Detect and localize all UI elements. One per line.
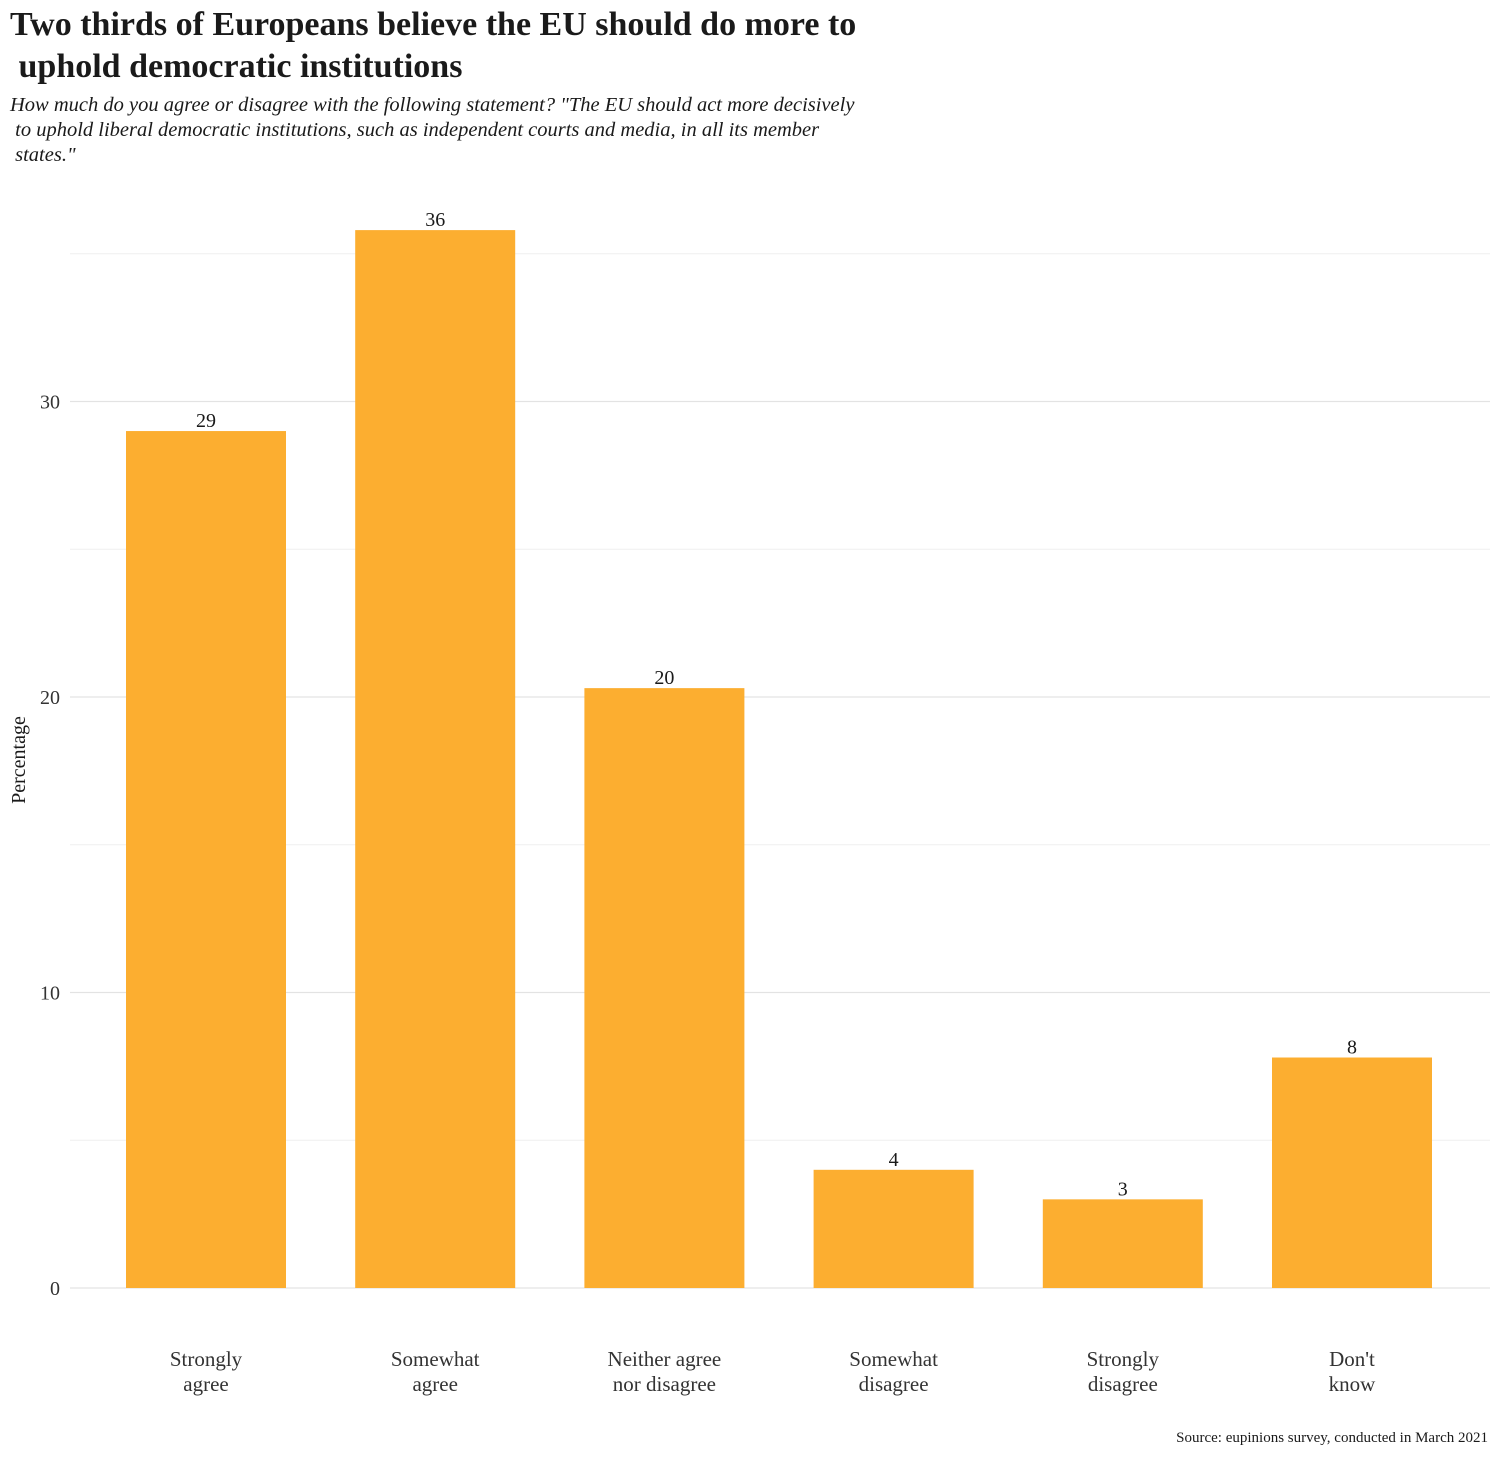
x-tick-label: disagree	[859, 1372, 929, 1396]
y-tick-label: 0	[50, 1278, 60, 1300]
x-tick-label: Don't	[1329, 1347, 1375, 1371]
data-label: 4	[889, 1149, 899, 1171]
x-tick-label: agree	[183, 1372, 228, 1396]
x-tick-label: Somewhat	[391, 1347, 480, 1371]
bar	[584, 688, 745, 1288]
x-tick-label: Strongly	[170, 1347, 243, 1371]
x-tick-label: Strongly	[1087, 1347, 1160, 1371]
bar	[1042, 1199, 1203, 1288]
x-tick-label: disagree	[1088, 1372, 1158, 1396]
bar	[355, 230, 516, 1289]
bar	[126, 431, 286, 1288]
data-label: 29	[196, 410, 216, 432]
y-tick-label: 20	[40, 687, 60, 709]
data-label: 3	[1118, 1178, 1128, 1200]
x-tick-label: nor disagree	[613, 1372, 716, 1396]
y-tick-label: 10	[40, 983, 60, 1005]
bar	[813, 1169, 974, 1288]
chart-source: Source: eupinions survey, conducted in M…	[1176, 1430, 1488, 1446]
x-tick-label: Neither agree	[608, 1347, 722, 1371]
bar	[1272, 1057, 1432, 1288]
x-tick-label: Somewhat	[849, 1347, 938, 1371]
data-label: 8	[1347, 1037, 1357, 1059]
data-label: 20	[654, 667, 674, 689]
data-label: 36	[425, 209, 445, 231]
y-axis-label: Percentage	[8, 716, 30, 804]
y-tick-label: 30	[40, 392, 60, 414]
x-tick-label: know	[1329, 1372, 1377, 1396]
chart-title: Two thirds of Europeans believe the EU s…	[10, 6, 857, 85]
x-tick-label: agree	[412, 1372, 457, 1396]
chart-subtitle: How much do you agree or disagree with t…	[10, 94, 855, 166]
